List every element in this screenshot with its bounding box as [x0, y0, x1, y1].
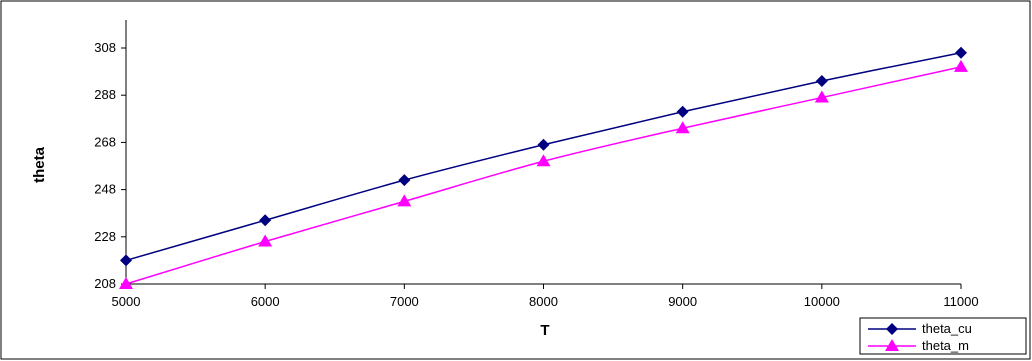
y-tick-label: 228	[94, 229, 116, 244]
y-tick-label: 248	[94, 182, 116, 197]
x-tick-label: 10000	[804, 294, 840, 309]
x-tick-label: 8000	[529, 294, 558, 309]
x-axis-ticks: 5000 6000 7000 8000 9000 10000 11000	[112, 284, 979, 309]
y-tick-label: 208	[94, 276, 116, 291]
x-tick-label: 6000	[251, 294, 280, 309]
y-axis-title: theta	[31, 146, 48, 182]
y-tick-label: 288	[94, 87, 116, 102]
legend-items: theta_cu theta_m	[868, 321, 972, 353]
data-point-theta_cu	[955, 46, 967, 59]
x-tick-label: 11000	[943, 294, 978, 309]
y-tick-label: 268	[94, 134, 116, 149]
data-point-theta_cu	[815, 75, 828, 88]
data-point-theta_m	[814, 90, 829, 103]
legend-label-theta_cu: theta_cu	[922, 321, 972, 336]
y-axis-ticks: 208 228 248 268 288 308	[94, 40, 126, 291]
data-point-theta_cu	[676, 105, 689, 118]
y-tick-label: 308	[94, 40, 116, 55]
legend-marker-theta_m	[885, 339, 899, 351]
x-tick-label: 7000	[390, 294, 419, 309]
series-layer	[119, 46, 968, 289]
series-theta_m	[119, 59, 968, 289]
legend: theta_cu theta_m	[859, 317, 1027, 355]
data-point-theta_m	[536, 154, 551, 167]
data-point-theta_cu	[120, 254, 132, 267]
x-axis-title: T	[540, 322, 549, 339]
series-theta_cu	[120, 46, 967, 267]
data-point-theta_m	[675, 121, 690, 134]
data-point-theta_m	[954, 59, 968, 72]
x-tick-label: 5000	[112, 294, 141, 309]
data-point-theta_m	[397, 194, 412, 207]
data-point-theta_m	[119, 277, 133, 289]
data-point-theta_cu	[537, 138, 550, 151]
legend-label-theta_m: theta_m	[922, 338, 969, 353]
legend-marker-theta_cu	[886, 323, 898, 335]
data-point-theta_cu	[398, 174, 411, 187]
data-point-theta_m	[258, 234, 273, 247]
x-tick-label: 9000	[668, 294, 697, 309]
data-point-theta_cu	[259, 214, 272, 227]
